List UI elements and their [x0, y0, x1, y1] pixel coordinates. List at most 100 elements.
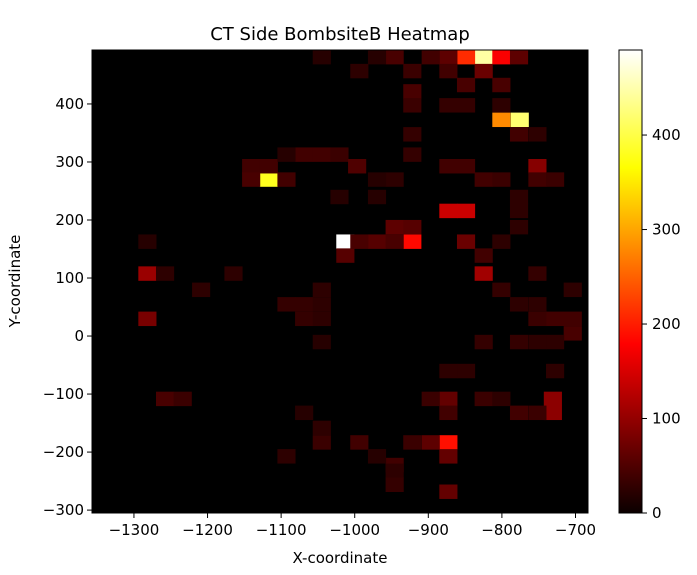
heatmap-cell [492, 98, 511, 113]
heatmap-cell [563, 282, 582, 298]
heatmap-cell [509, 189, 529, 205]
x-tick-label: −1200 [182, 521, 233, 539]
heatmap-cell [456, 98, 476, 113]
colorbar-ticks: 0 100 200 300 400 [642, 126, 681, 522]
heatmap-cell [138, 234, 157, 249]
heatmap-cell [259, 172, 278, 187]
y-tick-label: −100 [43, 385, 84, 403]
heatmap-cell [312, 297, 331, 312]
heatmap-cell [546, 311, 565, 327]
heatmap-cell [474, 172, 493, 187]
heatmap-cell [295, 405, 314, 421]
colorbar-tick-label: 0 [652, 504, 662, 522]
heatmap-cell [336, 234, 355, 249]
heatmap-cell [295, 147, 314, 162]
heatmap-cell [259, 159, 278, 174]
heatmap-cell [403, 219, 422, 235]
heatmap-cell [367, 50, 387, 65]
heatmap-cell [474, 334, 493, 350]
heatmap-cell [474, 391, 493, 407]
heatmap-cell [367, 449, 387, 464]
x-tick-label: −900 [408, 521, 449, 539]
heatmap-cell [528, 172, 547, 187]
heatmap-cell [439, 435, 458, 450]
heatmap-cell [138, 266, 157, 281]
heatmap-cell [439, 63, 458, 79]
colorbar-tick-label: 300 [652, 221, 681, 239]
heatmap-cell [385, 477, 404, 492]
y-axis-ticks: −300 −200 −100 0 100 200 300 400 [43, 95, 92, 519]
colorbar-tick-label: 100 [652, 410, 681, 428]
heatmap-cell [138, 311, 157, 327]
heatmap-cell [492, 282, 511, 298]
plot-frame [91, 49, 589, 514]
heatmap-cell [385, 172, 404, 187]
heatmap-cell [403, 435, 422, 450]
x-tick-label: −1300 [109, 521, 160, 539]
heatmap-cell [312, 147, 331, 162]
colorbar-tick-label: 400 [652, 126, 681, 144]
heatmap-cell [528, 334, 547, 350]
heatmap-cell [312, 50, 331, 65]
heatmap-cell [385, 219, 404, 235]
colorbar-tick-label: 200 [652, 315, 681, 333]
heatmap-cell [439, 50, 458, 65]
heatmap-cell [474, 50, 493, 65]
heatmap-cell [492, 234, 511, 249]
heatmap-cell [509, 405, 529, 421]
heatmap-cell [350, 234, 369, 249]
heatmap-cell [192, 282, 211, 298]
heatmap-cell [456, 234, 476, 249]
heatmap-cell [439, 391, 458, 407]
heatmap-cells [138, 50, 582, 499]
heatmap-cell [421, 391, 440, 407]
heatmap-cell [295, 311, 314, 327]
heatmap-cell [492, 391, 511, 407]
heatmap-cell [492, 50, 511, 65]
heatmap-cell [509, 127, 529, 142]
heatmap-cell [439, 203, 458, 219]
heatmap-cell [543, 391, 562, 407]
heatmap-cell [509, 334, 529, 350]
heatmap-cell [456, 50, 476, 65]
x-tick-label: −700 [555, 521, 596, 539]
heatmap-cell [492, 172, 511, 187]
heatmap-cell [421, 50, 440, 65]
y-axis-label: Y-coordinate [6, 235, 24, 329]
heatmap-cell [563, 326, 582, 341]
heatmap-cell [528, 311, 547, 327]
y-tick-label: 400 [55, 95, 84, 113]
heatmap-cell [546, 172, 565, 187]
heatmap-cell [439, 405, 458, 421]
heatmap-cell [312, 435, 331, 450]
chart-title: CT Side BombsiteB Heatmap [210, 24, 470, 45]
heatmap-cell [546, 363, 565, 379]
heatmap-cell [367, 189, 387, 205]
heatmap-cell [456, 159, 476, 174]
y-tick-label: 200 [55, 211, 84, 229]
heatmap-cell [350, 63, 369, 79]
heatmap-cell [336, 248, 355, 263]
heatmap-cell [295, 297, 314, 312]
heatmap-cell [403, 147, 422, 162]
heatmap-cell [439, 363, 458, 379]
heatmap-cell [242, 159, 261, 174]
y-tick-label: −300 [43, 501, 84, 519]
x-axis-label: X-coordinate [293, 549, 388, 567]
heatmap-cell [403, 234, 422, 249]
heatmap-cell [543, 405, 562, 421]
heatmap-cell [312, 420, 331, 436]
heatmap-cell [348, 159, 367, 174]
heatmap-cell [439, 98, 458, 113]
heatmap-cell [385, 234, 404, 249]
heatmap-cell [439, 159, 458, 174]
heatmap-cell [155, 266, 175, 281]
y-tick-label: −200 [43, 443, 84, 461]
heatmap-cell [439, 449, 458, 464]
heatmap-cell [509, 50, 529, 65]
heatmap-cell [474, 63, 493, 79]
heatmap-cell [528, 159, 547, 174]
x-axis-ticks: −1300 −1200 −1100 −1000 −900 −800 −700 [109, 513, 596, 539]
x-tick-label: −800 [481, 521, 522, 539]
